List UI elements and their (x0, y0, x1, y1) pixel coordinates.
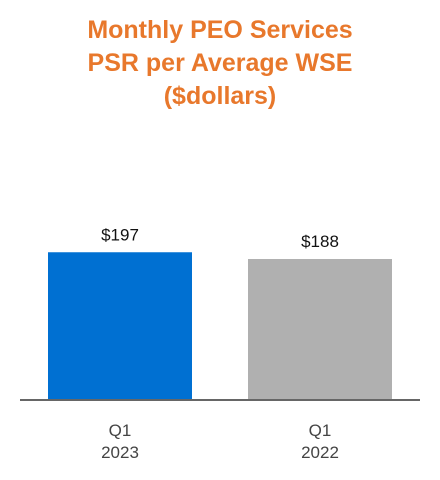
tick-label-2-line-2: 2022 (301, 443, 339, 462)
bars-group (48, 252, 392, 400)
bar-2 (248, 259, 392, 400)
chart-title-line-2: PSR per Average WSE (87, 49, 353, 77)
tick-label-1-line-2: 2023 (101, 443, 139, 462)
chart-title-line-3: ($dollars) (163, 82, 277, 110)
labels-group: $197 Q1 2023 $188 Q1 2022 (101, 225, 339, 462)
value-label-1: $197 (101, 225, 139, 244)
bar-1 (48, 252, 192, 400)
chart-title: Monthly PEO Services PSR per Average WSE… (0, 14, 440, 113)
tick-label-1-line-1: Q1 (109, 421, 132, 440)
value-label-2: $188 (301, 232, 339, 251)
tick-label-2-line-1: Q1 (309, 421, 332, 440)
chart-title-line-1: Monthly PEO Services (87, 16, 353, 44)
